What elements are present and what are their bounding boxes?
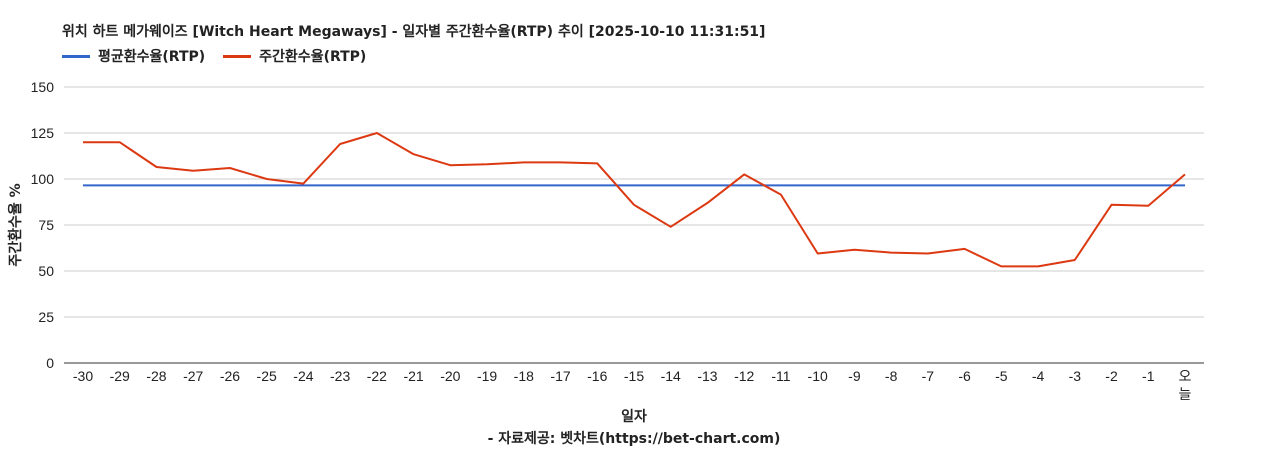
x-tick-label: -3 bbox=[1069, 368, 1082, 384]
chart-title: 위치 하트 메가웨이즈 [Witch Heart Megaways] - 일자별… bbox=[62, 24, 766, 40]
x-tick-label: -28 bbox=[146, 368, 166, 384]
x-tick-label: -20 bbox=[440, 368, 460, 384]
x-tick-label: 늘 bbox=[1179, 386, 1192, 402]
x-tick-label: -16 bbox=[587, 368, 607, 384]
x-tick-label: -4 bbox=[1032, 368, 1045, 384]
legend-item-average[interactable]: 평균환수율(RTP) bbox=[62, 46, 205, 66]
x-tick-label: -25 bbox=[257, 368, 277, 384]
x-tick-label: -2 bbox=[1105, 368, 1118, 384]
y-tick-label: 25 bbox=[38, 309, 54, 325]
x-tick-label: -27 bbox=[183, 368, 203, 384]
legend-item-weekly[interactable]: 주간환수율(RTP) bbox=[223, 46, 366, 66]
x-tick-label: -15 bbox=[624, 368, 644, 384]
x-tick-label: -17 bbox=[550, 368, 570, 384]
x-tick-label: -6 bbox=[958, 368, 971, 384]
x-tick-label: -24 bbox=[293, 368, 313, 384]
legend: 평균환수율(RTP) 주간환수율(RTP) bbox=[62, 46, 384, 66]
x-tick-label: -12 bbox=[734, 368, 754, 384]
x-tick-label: -14 bbox=[661, 368, 681, 384]
x-tick-label: -18 bbox=[514, 368, 534, 384]
y-tick-label: 150 bbox=[31, 79, 55, 95]
x-tick-label: -11 bbox=[771, 368, 790, 384]
source-credit: - 자료제공: 벳차트(https://bet-chart.com) bbox=[487, 431, 781, 447]
x-tick-label: -1 bbox=[1142, 368, 1155, 384]
legend-label-average: 평균환수율(RTP) bbox=[98, 49, 206, 65]
x-axis-title: 일자 bbox=[621, 409, 647, 425]
x-tick-label: -23 bbox=[330, 368, 350, 384]
y-tick-label: 0 bbox=[46, 355, 54, 371]
x-tick-label: -9 bbox=[848, 368, 861, 384]
x-tick-label: -5 bbox=[995, 368, 1008, 384]
legend-label-weekly: 주간환수율(RTP) bbox=[259, 49, 367, 65]
x-tick-label: -30 bbox=[73, 368, 93, 384]
x-tick-label: -26 bbox=[220, 368, 240, 384]
x-tick-label: -8 bbox=[885, 368, 898, 384]
legend-swatch-average bbox=[62, 54, 90, 58]
legend-swatch-weekly bbox=[223, 54, 252, 58]
x-tick-label: -13 bbox=[697, 368, 717, 384]
y-tick-label: 50 bbox=[38, 263, 54, 279]
x-tick-label: -19 bbox=[477, 368, 497, 384]
x-tick-label: -7 bbox=[922, 368, 935, 384]
x-tick-label: -21 bbox=[403, 368, 423, 384]
y-tick-label: 75 bbox=[38, 217, 54, 233]
x-tick-label: -29 bbox=[110, 368, 130, 384]
y-axis-title: 주간환수율 % bbox=[7, 183, 24, 266]
x-tick-label: -10 bbox=[808, 368, 828, 384]
y-tick-label: 125 bbox=[31, 125, 55, 141]
x-tick-label: 오 bbox=[1179, 368, 1192, 384]
x-tick-label: -22 bbox=[367, 368, 387, 384]
series-line-weekly bbox=[83, 132, 1186, 268]
y-tick-label: 100 bbox=[31, 171, 55, 187]
